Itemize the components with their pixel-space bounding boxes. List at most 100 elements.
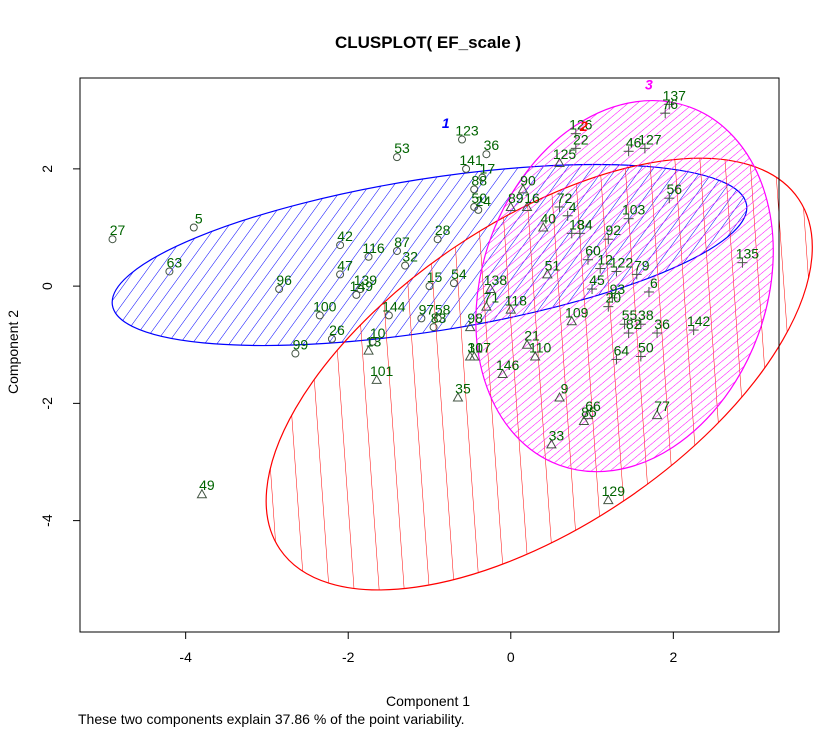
point-label: 76: [662, 96, 678, 112]
data-point: 139: [354, 272, 378, 294]
point-label: 97: [419, 301, 435, 317]
point-label: 34: [577, 216, 593, 232]
point-label: 4: [569, 199, 577, 215]
y-tick-label: 2: [39, 165, 55, 173]
data-point: 125: [553, 146, 577, 168]
data-point: 100: [313, 298, 337, 320]
point-label: 139: [354, 272, 378, 288]
data-point: 38: [635, 307, 654, 330]
data-point: 92: [603, 222, 622, 245]
point-label: 118: [505, 293, 528, 309]
data-point: 63: [165, 254, 182, 276]
point-label: 92: [606, 222, 622, 238]
point-label: 141: [459, 152, 483, 168]
point-label: 22: [573, 131, 589, 147]
data-point: 87: [392, 234, 410, 255]
point-label: 99: [293, 337, 309, 353]
point-label: 79: [634, 257, 650, 273]
point-label: 38: [638, 307, 654, 323]
point-label: 126: [569, 117, 593, 133]
data-point: 137: [663, 87, 687, 110]
point-label: 125: [553, 146, 577, 162]
data-point: 42: [336, 228, 353, 250]
chart-title: CLUSPLOT( EF_scale ): [335, 33, 521, 52]
data-point: 22: [570, 131, 589, 154]
point-label: 116: [362, 240, 385, 256]
x-axis: -4 -2 0 2: [179, 631, 677, 665]
point-label: 66: [585, 398, 601, 414]
point-label: 54: [451, 266, 467, 282]
data-point: 16: [521, 190, 540, 211]
data-point: 10: [368, 325, 386, 346]
data-point: 9: [554, 381, 569, 402]
x-tick-label: 0: [507, 649, 515, 665]
data-point: 50: [470, 190, 487, 211]
data-point: 33: [546, 427, 565, 449]
point-label: 36: [484, 137, 500, 153]
data-point: 83: [429, 310, 447, 332]
cluster-3-ellipse: [475, 99, 774, 473]
point-label: 129: [602, 483, 626, 499]
point-label: 32: [402, 249, 418, 265]
data-point: 24: [474, 193, 491, 214]
data-point: 107: [468, 339, 491, 361]
data-point: 46: [623, 134, 642, 157]
data-point: 110: [529, 339, 552, 361]
point-label: 15: [427, 269, 443, 285]
chart-subtitle: These two components explain 37.86 % of …: [78, 711, 465, 727]
point-label: 110: [529, 339, 552, 355]
data-point: 55: [619, 307, 638, 330]
data-point: 88: [470, 172, 487, 194]
data-point: 77: [651, 398, 670, 420]
point-label: 46: [626, 134, 642, 150]
point-label: 24: [475, 193, 491, 209]
point-label: 31: [467, 339, 483, 355]
data-point: 54: [449, 266, 467, 288]
data-point: 79: [631, 257, 650, 280]
point-label: 96: [276, 272, 292, 288]
point-label: 42: [337, 228, 353, 244]
y-tick-label: -2: [39, 397, 55, 410]
data-point: 135: [736, 246, 759, 268]
point-label: 45: [589, 272, 605, 288]
data-point: 144: [382, 298, 406, 320]
data-point: 35: [452, 381, 471, 402]
cluster-1-label: 1: [442, 115, 450, 131]
point-label: 51: [545, 257, 561, 273]
data-point: 71: [481, 290, 499, 311]
data-point: 141: [459, 152, 483, 173]
data-point: 126: [569, 117, 593, 139]
point-label: 58: [435, 301, 451, 317]
data-point: 66: [582, 398, 601, 420]
data-point: 90: [517, 172, 536, 194]
data-point: 76: [660, 96, 678, 119]
point-label: 5: [195, 210, 203, 226]
x-tick-label: 2: [669, 649, 677, 665]
x-axis-label: Component 1: [386, 693, 470, 709]
data-point: 103: [622, 202, 646, 224]
point-label: 50: [471, 190, 487, 206]
data-point: 21: [521, 328, 540, 349]
data-point: 116: [362, 240, 385, 261]
point-label: 77: [654, 398, 670, 414]
point-label: 13: [366, 334, 382, 350]
point-label: 16: [524, 190, 540, 206]
data-point: 122: [610, 254, 633, 277]
point-label: 83: [431, 310, 447, 326]
point-label: 33: [549, 427, 565, 443]
data-point: 72: [554, 190, 573, 212]
data-point: 82: [623, 316, 642, 339]
y-tick-label: -4: [39, 514, 55, 527]
data-point: 93: [607, 281, 625, 303]
data-point: 47: [336, 257, 353, 279]
point-label: 89: [508, 190, 524, 206]
data-point: 109: [565, 304, 589, 326]
data-point: 32: [401, 249, 418, 270]
point-label: 146: [496, 357, 520, 373]
point-label: 21: [524, 328, 540, 344]
data-point: 6: [643, 275, 658, 297]
point-label: 88: [471, 172, 487, 188]
data-point: 13: [363, 334, 382, 355]
point-label: 137: [663, 87, 687, 103]
